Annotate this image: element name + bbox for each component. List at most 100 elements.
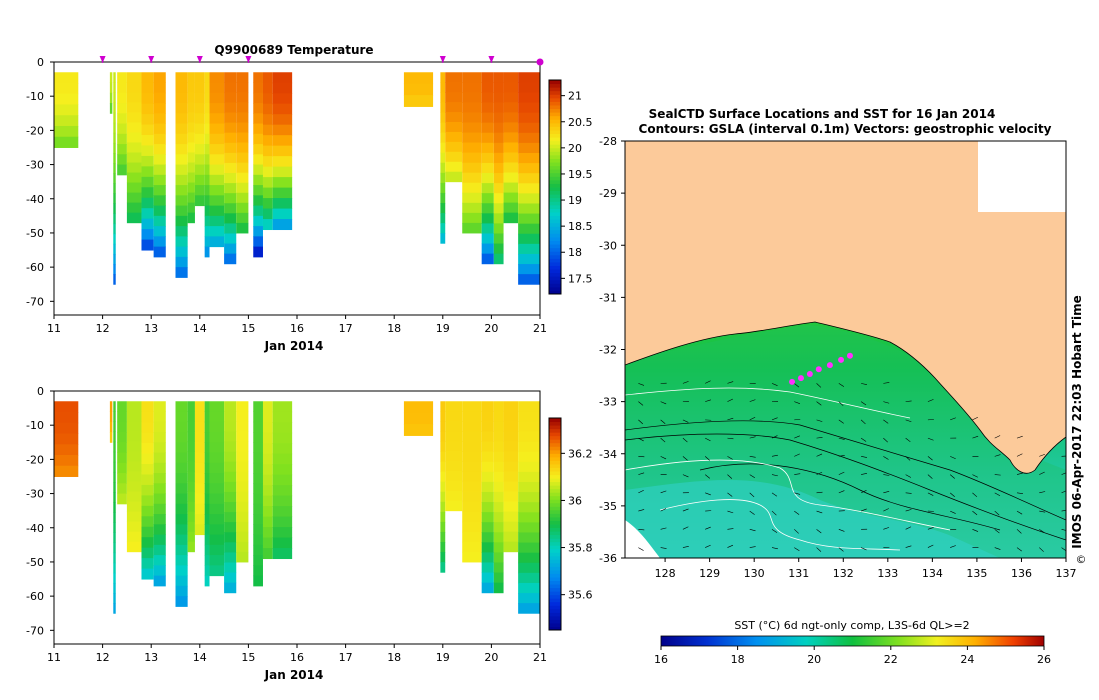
profile-cell	[262, 474, 273, 486]
colorbar-step	[549, 439, 561, 444]
profile-cell	[236, 421, 249, 432]
profile-cell	[204, 154, 210, 166]
profile-cell	[503, 202, 519, 214]
profile-cell	[503, 162, 519, 174]
velocity-vector	[660, 490, 667, 494]
colorbar-step	[549, 485, 561, 490]
velocity-vector	[794, 492, 801, 495]
velocity-vector	[905, 456, 911, 461]
seal-location	[789, 378, 796, 385]
profile-cell	[462, 202, 482, 214]
profile-cell	[141, 495, 154, 507]
profile-cell	[175, 154, 188, 166]
x-tick-label: 21	[533, 322, 547, 335]
temperature-x-axis: 11 12 13 14 15 16 17 18 19 20 21	[47, 315, 547, 335]
profile-cell	[518, 542, 540, 554]
profile-cell	[440, 481, 446, 493]
profile-cell	[440, 401, 446, 412]
colorbar-step	[549, 456, 561, 461]
profile-cell	[141, 516, 154, 528]
velocity-vector	[883, 456, 889, 460]
colorbar-step	[549, 129, 561, 134]
velocity-vector	[660, 547, 667, 549]
x-tick-label: 15	[241, 651, 255, 664]
profile-cell	[253, 452, 263, 464]
colorbar-step	[549, 605, 561, 610]
velocity-vector	[682, 508, 689, 512]
profile-cell	[262, 422, 273, 434]
profile-cell	[224, 223, 237, 234]
profile-cell	[194, 401, 205, 413]
velocity-vector	[638, 419, 644, 425]
colorbar-step	[549, 471, 561, 476]
profile-cell	[204, 92, 210, 104]
profile-cell	[481, 451, 494, 463]
profile-cell	[493, 522, 504, 533]
x-tick-label: 20	[484, 651, 498, 664]
velocity-vector	[1039, 471, 1045, 475]
profile-cell	[481, 532, 494, 543]
colorbar-step	[549, 133, 561, 138]
profile-cell	[204, 483, 210, 495]
profile-cell	[493, 441, 504, 453]
sst-colorbar-label: SST (°C) 6d ngt-only comp, L3S-6d QL>=2	[734, 619, 969, 632]
profile-cell	[440, 471, 446, 483]
profile-cell	[262, 443, 273, 455]
profile-cell	[262, 103, 273, 115]
profile-cell	[224, 82, 237, 93]
colorbar-step	[549, 108, 561, 113]
profile-cell	[224, 451, 237, 463]
velocity-vector	[704, 456, 710, 461]
profile-cell	[236, 511, 249, 523]
colorbar-step	[549, 615, 561, 620]
profile-cell	[109, 411, 113, 423]
profile-cell	[175, 226, 188, 237]
profile-cell	[481, 552, 494, 563]
colorbar-step	[549, 219, 561, 224]
velocity-vector	[1061, 509, 1066, 512]
colorbar-step	[549, 555, 561, 560]
velocity-vector	[749, 492, 755, 498]
velocity-vector	[771, 529, 778, 533]
profile-cell	[204, 401, 210, 413]
temperature-date-label: Jan 2014	[264, 339, 324, 353]
profile-cell	[440, 223, 446, 234]
profile-cell	[253, 462, 263, 474]
profile-cell	[403, 412, 434, 425]
profile-cell	[204, 144, 210, 155]
lat-tick-label: -31	[599, 291, 617, 304]
profile-cell	[493, 461, 504, 473]
profile-cell	[462, 192, 482, 204]
colorbar-tick-label: 20.5	[568, 116, 593, 129]
profile-cell	[113, 401, 116, 412]
velocity-vector	[927, 474, 933, 479]
profile-cell	[175, 524, 188, 536]
velocity-vector	[905, 400, 912, 402]
velocity-vector	[1016, 492, 1023, 494]
profile-cell	[403, 401, 434, 414]
velocity-vector	[816, 437, 823, 439]
profile-cell	[518, 253, 540, 265]
profile-cell	[503, 182, 519, 194]
profile-cell	[209, 555, 225, 566]
profile-cell	[445, 411, 463, 422]
profile-cell	[403, 424, 434, 436]
profile-cell	[503, 142, 519, 153]
profile-cell	[481, 491, 494, 503]
profile-cell	[187, 102, 195, 113]
profile-cell	[518, 502, 540, 513]
profile-cell	[262, 527, 273, 539]
velocity-vector	[638, 509, 645, 512]
colorbar-step	[549, 608, 561, 613]
profile-cell	[236, 401, 249, 412]
profile-cell	[113, 522, 116, 533]
velocity-vector	[771, 510, 777, 516]
profile-cell	[126, 152, 142, 164]
profile-cell	[187, 411, 195, 422]
profile-cell	[224, 213, 237, 224]
profile-cell	[126, 461, 142, 472]
profile-cell	[272, 527, 293, 539]
profile-cell	[194, 92, 205, 104]
profile-cell	[440, 102, 446, 113]
profile-cell	[481, 142, 494, 154]
